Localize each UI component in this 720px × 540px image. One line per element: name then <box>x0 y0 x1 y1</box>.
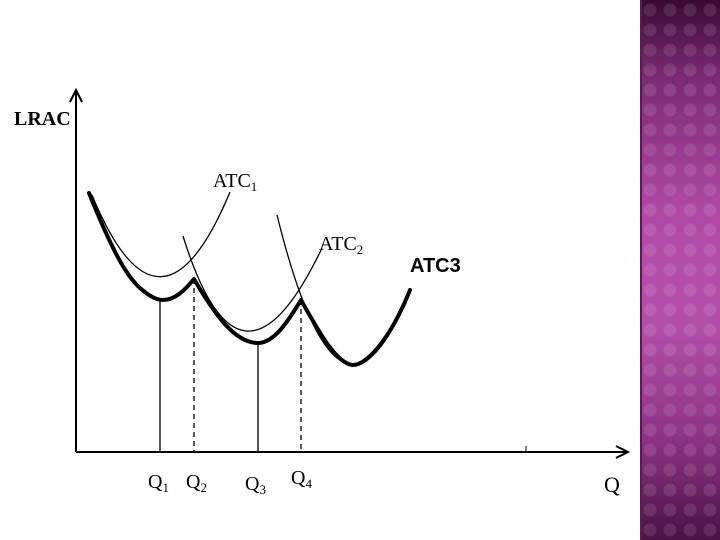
q3-label: Q3 <box>245 473 266 497</box>
atc2-curve <box>182 235 323 332</box>
y-axis-arrow <box>69 87 83 103</box>
q4-label: Q4 <box>291 467 312 491</box>
y-axis-label: LRAC <box>14 108 71 130</box>
x-axis-arrow <box>615 445 631 459</box>
atc2-label: ATC2 <box>319 233 363 257</box>
q2-label: Q2 <box>186 471 207 495</box>
atc1-label: ATC1 <box>213 170 257 194</box>
lrac-envelope-curve <box>87 191 412 367</box>
q1-label: Q1 <box>148 471 169 495</box>
x-axis-label: Q <box>604 472 620 497</box>
atc3-label: ATC3 <box>410 255 461 277</box>
decorative-side-strip <box>640 0 720 540</box>
atc1-curve <box>91 191 231 278</box>
decorative-strip-edge <box>640 0 642 540</box>
